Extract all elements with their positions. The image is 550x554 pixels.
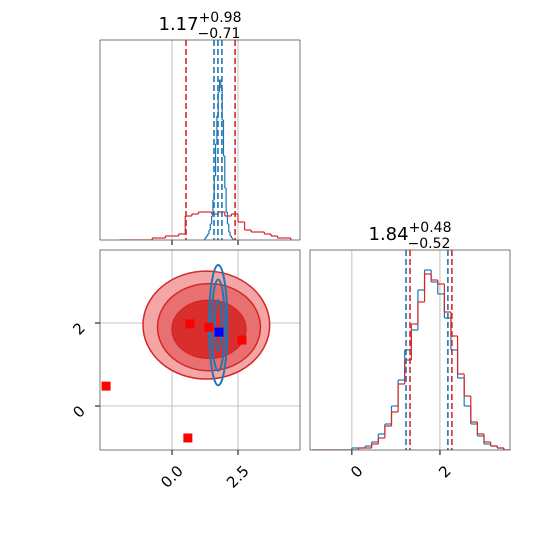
plot-area: [312, 250, 510, 450]
axes-frame: [99, 39, 301, 241]
x-tick-label: 0.0: [157, 462, 187, 492]
title-part: 1.17: [159, 14, 199, 35]
panel-title: 1.84+0.48 −0.52: [369, 220, 452, 252]
panel-title: 1.17+0.98 −0.71: [159, 10, 242, 42]
plot-area: [119, 40, 292, 240]
contour: [213, 299, 223, 351]
title-part: +0.48: [409, 220, 452, 236]
title-part: −0.71: [197, 26, 240, 42]
title-part: 1.84: [369, 224, 409, 245]
x-tick-label: 2.5: [223, 462, 253, 492]
x-tick-label: 2: [435, 462, 454, 481]
title-part: −0.52: [407, 236, 450, 252]
marker: [101, 381, 111, 391]
axes-frame: [99, 249, 301, 451]
y-tick-label: 2: [69, 319, 88, 338]
y-tick-label: 0: [69, 402, 88, 421]
axes-frame: [309, 249, 511, 451]
plot-area: [100, 250, 300, 450]
title-part: +0.98: [199, 10, 242, 26]
marker: [183, 433, 193, 443]
marker: [214, 327, 224, 337]
marker: [185, 319, 195, 329]
marker: [237, 335, 247, 345]
marker: [204, 322, 214, 332]
x-tick-label: 0: [347, 462, 366, 481]
